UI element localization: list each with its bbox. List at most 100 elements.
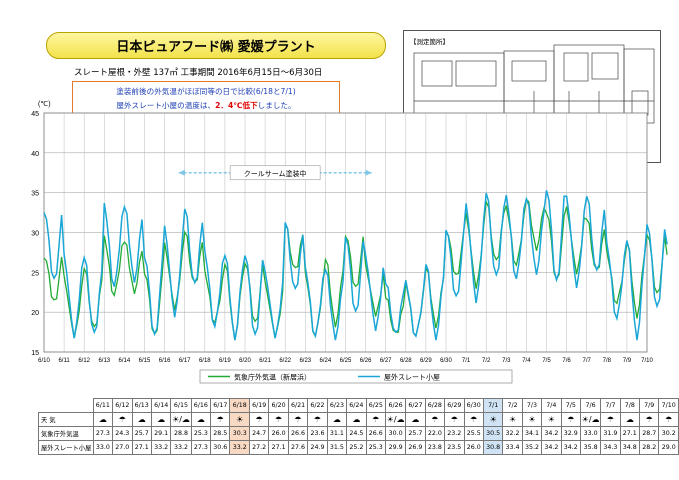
- date-cell: 7/3: [521, 398, 543, 413]
- y-tick-label: 20: [31, 310, 39, 317]
- series-line-air-temp: [43, 197, 668, 341]
- series-line-slate-shed: [43, 190, 668, 341]
- air-temp-cell: 29.1: [150, 426, 172, 441]
- temperature-line-chart: 15 20 25 30 35 40 45 6/10 6/11 6/12 6/13 6/14 6/15 6/…: [31, 101, 668, 384]
- umbrella-icon: ☂: [600, 412, 621, 427]
- umbrella-icon: ☂: [639, 412, 660, 427]
- umbrella-icon: ☂: [287, 412, 309, 427]
- air-temp-cell: 26.6: [365, 426, 386, 441]
- annotation-box: [229, 165, 321, 181]
- slate-temp-row-label: 屋外スレート小屋: [38, 440, 94, 455]
- slate-temp-cell: 27.0: [112, 440, 133, 455]
- sun-cloud-icon: ☀/☁: [170, 412, 192, 427]
- sun-icon: ☀: [482, 412, 504, 427]
- air-temp-cell: 34.2: [541, 426, 562, 441]
- x-tick-label: 6/16: [159, 358, 171, 364]
- air-temp-cell: 25.7: [405, 426, 426, 441]
- x-tick-label: 6/14: [119, 358, 131, 364]
- air-temp-cell: 24.5: [346, 426, 367, 441]
- air-temp-cell: 33.0: [579, 426, 602, 441]
- air-temp-cell: 23.2: [444, 426, 465, 441]
- slate-temp-cell: 27.1: [131, 440, 152, 455]
- umbrella-icon: ☂: [560, 412, 581, 427]
- x-tick-label: 6/19: [219, 358, 231, 364]
- slate-temp-cell: 28.2: [639, 440, 660, 455]
- date-cell: 7/4: [541, 398, 562, 413]
- sun-icon: ☀: [541, 412, 562, 427]
- slate-temp-cell: 27.6: [287, 440, 309, 455]
- air-temp-cell: 24.7: [248, 426, 270, 441]
- date-cell: 6/27: [405, 398, 426, 413]
- y-tick-label: 15: [31, 350, 39, 357]
- y-axis-unit: (℃): [38, 101, 51, 108]
- annotation-label: クールサーム塗装中: [244, 169, 307, 178]
- umbrella-icon: ☂: [248, 412, 270, 427]
- arrow-head-left: [178, 169, 185, 176]
- slate-temp-cell: 25.2: [346, 440, 367, 455]
- x-tick-label: 6/22: [279, 358, 291, 364]
- air-temp-cell: 23.6: [307, 426, 328, 441]
- date-cell: 6/26: [384, 398, 407, 413]
- date-cell: 6/14: [150, 398, 172, 413]
- date-cell: 6/23: [326, 398, 348, 413]
- umbrella-icon: ☂: [210, 412, 231, 427]
- sun-icon: ☀: [521, 412, 543, 427]
- air-temp-cell: 25.3: [190, 426, 212, 441]
- x-tick-label: 7/8: [603, 358, 612, 364]
- date-cell: 6/18: [229, 398, 250, 413]
- date-cell: 6/28: [424, 398, 446, 413]
- air-temp-cell: 30.3: [229, 426, 250, 441]
- umbrella-icon: ☂: [463, 412, 484, 427]
- date-cell: 6/15: [170, 398, 192, 413]
- slate-temp-cell: 34.2: [560, 440, 581, 455]
- page-title: 日本ピュアフード㈱ 愛媛プラント: [46, 32, 386, 59]
- umbrella-icon: ☂: [424, 412, 446, 427]
- date-cell: 7/1: [482, 398, 504, 413]
- slate-temp-cell: 23.5: [444, 440, 465, 455]
- x-tick-label: 6/23: [299, 358, 311, 364]
- cloud-icon: ☁: [92, 412, 114, 427]
- date-cell: 7/5: [560, 398, 581, 413]
- air-temp-cell: 25.7: [131, 426, 152, 441]
- air-temp-cell: 31.9: [600, 426, 621, 441]
- date-cell: 6/19: [248, 398, 270, 413]
- x-tick-label: 6/26: [360, 358, 372, 364]
- cloud-icon: ☁: [131, 412, 152, 427]
- weather-row: 天 気 ☁ ☂ ☁ ☁ ☀/☁ ☁ ☂ ☀ ☂ ☂ ☂ ☂ ☁ ☁ ☂ ☀/☁ ☁ ☂ ☂ ☂ ☀ ☀ ☀ ☀ ☂ ☀/☁ ☂ ☁ ☂ ☂: [38, 412, 679, 427]
- air-temp-cell: 26.6: [287, 426, 309, 441]
- air-temp-cell: 34.1: [521, 426, 543, 441]
- slate-temp-cell: 31.5: [326, 440, 348, 455]
- slate-temp-cell: 27.1: [268, 440, 289, 455]
- slate-temp-cell: 33.2: [170, 440, 192, 455]
- note-line-1: 塗装前後の外気温がほぼ同等の日で比較(6/18と7/1): [116, 87, 296, 96]
- legend-label: 屋外スレート小屋: [384, 373, 440, 382]
- air-temp-cell: 30.0: [384, 426, 407, 441]
- slate-temp-cell: 33.2: [150, 440, 172, 455]
- x-tick-label: 6/15: [139, 358, 151, 364]
- y-tick-label: 45: [31, 111, 39, 118]
- x-tick-label: 6/11: [58, 358, 70, 364]
- slate-temp-cell: 34.3: [600, 440, 621, 455]
- date-cell: 6/12: [112, 398, 133, 413]
- page-title-text: 日本ピュアフード㈱ 愛媛プラント: [116, 40, 316, 55]
- air-temp-cell: 32.9: [560, 426, 581, 441]
- x-tick-label: 7/1: [462, 358, 471, 364]
- slate-temp-cell: 27.3: [190, 440, 212, 455]
- x-tick-label: 7/6: [562, 358, 571, 364]
- date-cell: 6/17: [210, 398, 231, 413]
- umbrella-icon: ☂: [268, 412, 289, 427]
- air-temp-cell: 25.5: [463, 426, 484, 441]
- air-temp-cell: 24.3: [112, 426, 133, 441]
- y-tick-label: 25: [31, 270, 39, 277]
- x-tick-label: 7/4: [522, 358, 531, 364]
- date-cell: 7/10: [658, 398, 679, 413]
- slate-temp-cell: 23.8: [424, 440, 446, 455]
- cloud-icon: ☁: [405, 412, 426, 427]
- note-suffix: しました。: [257, 101, 296, 110]
- page-subtitle: スレート屋根・外壁 137㎡ 工事期間 2016年6月15日～6月30日: [74, 68, 323, 78]
- air-temp-cell: 32.2: [502, 426, 523, 441]
- date-cell: 6/11: [92, 398, 114, 413]
- note-prefix: 屋外スレート小屋の温度は、: [116, 101, 216, 110]
- note-line-2: 屋外スレート小屋の温度は、2．4℃低下しました。: [73, 99, 339, 113]
- date-cell: 6/13: [131, 398, 152, 413]
